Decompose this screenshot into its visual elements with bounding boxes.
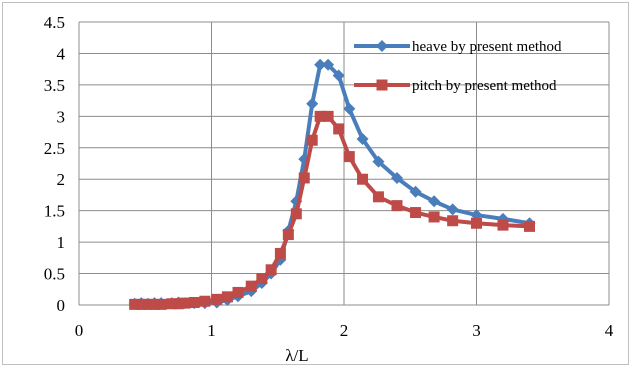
data-point [306, 134, 318, 146]
data-point [391, 171, 403, 184]
y-tick-label: 3 [57, 107, 66, 126]
data-point [322, 58, 335, 71]
series-layer [128, 58, 536, 310]
y-tick-label: 4.5 [44, 13, 65, 32]
data-point [211, 293, 223, 305]
y-tick-label: 0.5 [44, 265, 65, 284]
data-point [343, 102, 356, 115]
data-point [232, 286, 244, 298]
data-point [376, 79, 388, 91]
data-point [446, 203, 459, 216]
legend-item: heave by present method [354, 39, 562, 55]
data-point [447, 215, 459, 227]
series-1 [129, 110, 535, 310]
data-point [142, 298, 154, 310]
data-point [290, 208, 302, 220]
data-point [245, 280, 257, 292]
data-point [322, 110, 334, 122]
data-point [274, 247, 286, 259]
grid [78, 21, 610, 306]
data-point [155, 298, 167, 310]
series-0 [128, 58, 536, 310]
data-point [343, 151, 355, 163]
data-point [391, 200, 403, 212]
data-point [314, 58, 327, 71]
y-tick-label: 4 [57, 44, 66, 63]
data-point [356, 132, 369, 145]
data-point [524, 220, 535, 232]
data-point [428, 195, 441, 208]
data-point [199, 295, 211, 307]
y-tick-label: 0 [57, 296, 66, 315]
legend: heave by present method pitch by present … [354, 39, 562, 94]
x-axis-label: λ/L [285, 346, 308, 365]
data-point [372, 155, 385, 168]
data-point [166, 298, 178, 310]
y-tick-label: 1 [57, 233, 66, 252]
y-axis-ticks: 0 0.5 1 1.5 2 2.5 3 3.5 4 4.5 [44, 13, 66, 315]
x-tick-label: 1 [207, 321, 216, 340]
data-point [129, 298, 141, 310]
data-point [188, 296, 200, 308]
y-tick-label: 2 [57, 170, 66, 189]
legend-label: heave by present method [412, 39, 562, 55]
y-tick-label: 2.5 [44, 139, 65, 158]
x-tick-label: 3 [472, 321, 481, 340]
data-point [410, 207, 422, 219]
data-point [265, 264, 277, 276]
legend-label: pitch by present method [412, 78, 557, 94]
data-point [357, 173, 369, 185]
data-point [135, 298, 147, 310]
data-point [333, 123, 345, 135]
data-point [372, 191, 384, 203]
data-point [149, 298, 161, 310]
data-point [298, 172, 310, 184]
data-point [256, 273, 268, 285]
x-axis-ticks: 0 1 2 3 4 [75, 321, 614, 340]
x-tick-label: 0 [75, 321, 84, 340]
data-point [428, 211, 440, 223]
data-point [282, 229, 294, 241]
data-point [409, 185, 422, 198]
series-line [134, 62, 530, 306]
data-point [471, 217, 482, 229]
data-point [172, 298, 184, 310]
x-tick-label: 4 [605, 321, 614, 340]
data-point [179, 297, 191, 309]
x-tick-label: 2 [340, 321, 349, 340]
data-point [332, 69, 345, 82]
y-tick-label: 1.5 [44, 202, 65, 221]
data-point [314, 110, 326, 122]
data-point [376, 40, 388, 52]
y-tick-label: 3.5 [44, 76, 65, 95]
data-point [306, 97, 319, 110]
data-point [221, 291, 233, 303]
legend-item: pitch by present method [354, 78, 557, 94]
data-point [497, 219, 509, 231]
